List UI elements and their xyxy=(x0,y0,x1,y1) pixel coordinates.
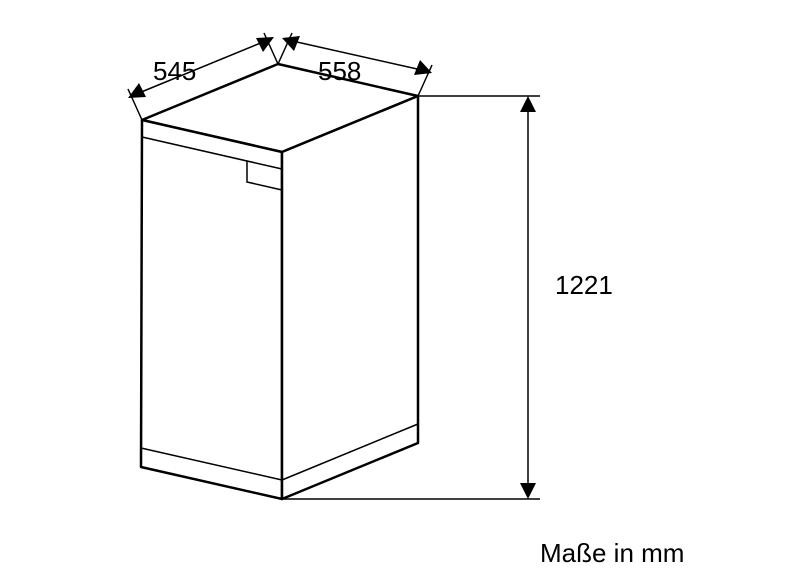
diagram-canvas: 545 558 1221 Maße in mm xyxy=(0,0,786,587)
height-label: 1221 xyxy=(555,270,613,301)
width-label: 558 xyxy=(318,56,361,87)
appliance-drawing xyxy=(0,0,786,587)
depth-label: 545 xyxy=(153,56,196,87)
units-caption: Maße in mm xyxy=(540,538,684,569)
